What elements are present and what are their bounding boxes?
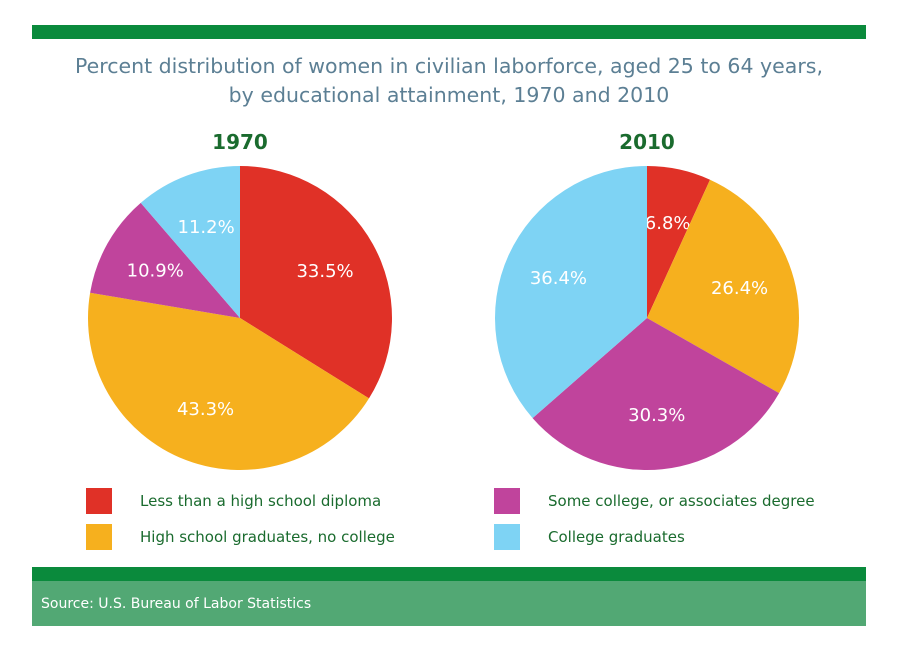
pie-1970-slice-less-than-hs bbox=[240, 166, 392, 399]
legend-label: Some college, or associates degree bbox=[548, 492, 815, 510]
legend-label: College graduates bbox=[548, 528, 685, 546]
pie-2010-slice-less-than-hs bbox=[647, 166, 711, 318]
pie-1970-label-some-college: 10.9% bbox=[127, 260, 184, 281]
chart-title-line-2: by educational attainment, 1970 and 2010 bbox=[228, 83, 670, 107]
pie-1970-title: 1970 bbox=[212, 130, 268, 154]
chart-title: Percent distribution of women in civilia… bbox=[32, 52, 866, 110]
legend-item-less-than-hs: Less than a high school diploma bbox=[86, 486, 381, 516]
pie-2010-label-less-than-hs: 6.8% bbox=[645, 213, 691, 234]
legend-swatch bbox=[86, 524, 112, 550]
legend-item-hs-grad: High school graduates, no college bbox=[86, 522, 395, 552]
legend-label: High school graduates, no college bbox=[140, 528, 395, 546]
pie-1970-slice-some-college bbox=[90, 202, 240, 318]
bottom-banner-bar bbox=[32, 567, 866, 581]
pie-1970-label-less-than-hs: 33.5% bbox=[296, 261, 353, 282]
pie-1970-slice-college-grad bbox=[140, 166, 240, 318]
legend-label: Less than a high school diploma bbox=[140, 492, 382, 510]
pie-2010-label-some-college: 30.3% bbox=[628, 405, 685, 426]
legend-swatch bbox=[86, 488, 112, 514]
pie-2010-label-hs-grad: 26.4% bbox=[711, 278, 768, 299]
legend-swatch bbox=[494, 488, 520, 514]
chart-title-line-1: Percent distribution of women in civilia… bbox=[75, 54, 823, 78]
pie-1970-label-college-grad: 11.2% bbox=[178, 217, 235, 238]
top-banner-bar bbox=[32, 25, 866, 39]
legend-swatch bbox=[494, 524, 520, 550]
pie-1970-slice-hs-grad bbox=[88, 292, 369, 470]
source-footer: Source: U.S. Bureau of Labor Statistics bbox=[32, 581, 866, 626]
pie-2010-title: 2010 bbox=[619, 130, 675, 154]
pie-2010-slice-hs-grad bbox=[647, 179, 800, 394]
pie-2010-slice-college-grad bbox=[495, 166, 647, 419]
pie-1970-label-hs-grad: 43.3% bbox=[177, 399, 234, 420]
legend-item-some-college: Some college, or associates degree bbox=[494, 486, 815, 516]
legend-item-college-grad: College graduates bbox=[494, 522, 685, 552]
pie-2010-label-college-grad: 36.4% bbox=[530, 268, 587, 289]
pie-2010-slice-some-college bbox=[532, 318, 780, 470]
source-text: Source: U.S. Bureau of Labor Statistics bbox=[41, 595, 312, 612]
